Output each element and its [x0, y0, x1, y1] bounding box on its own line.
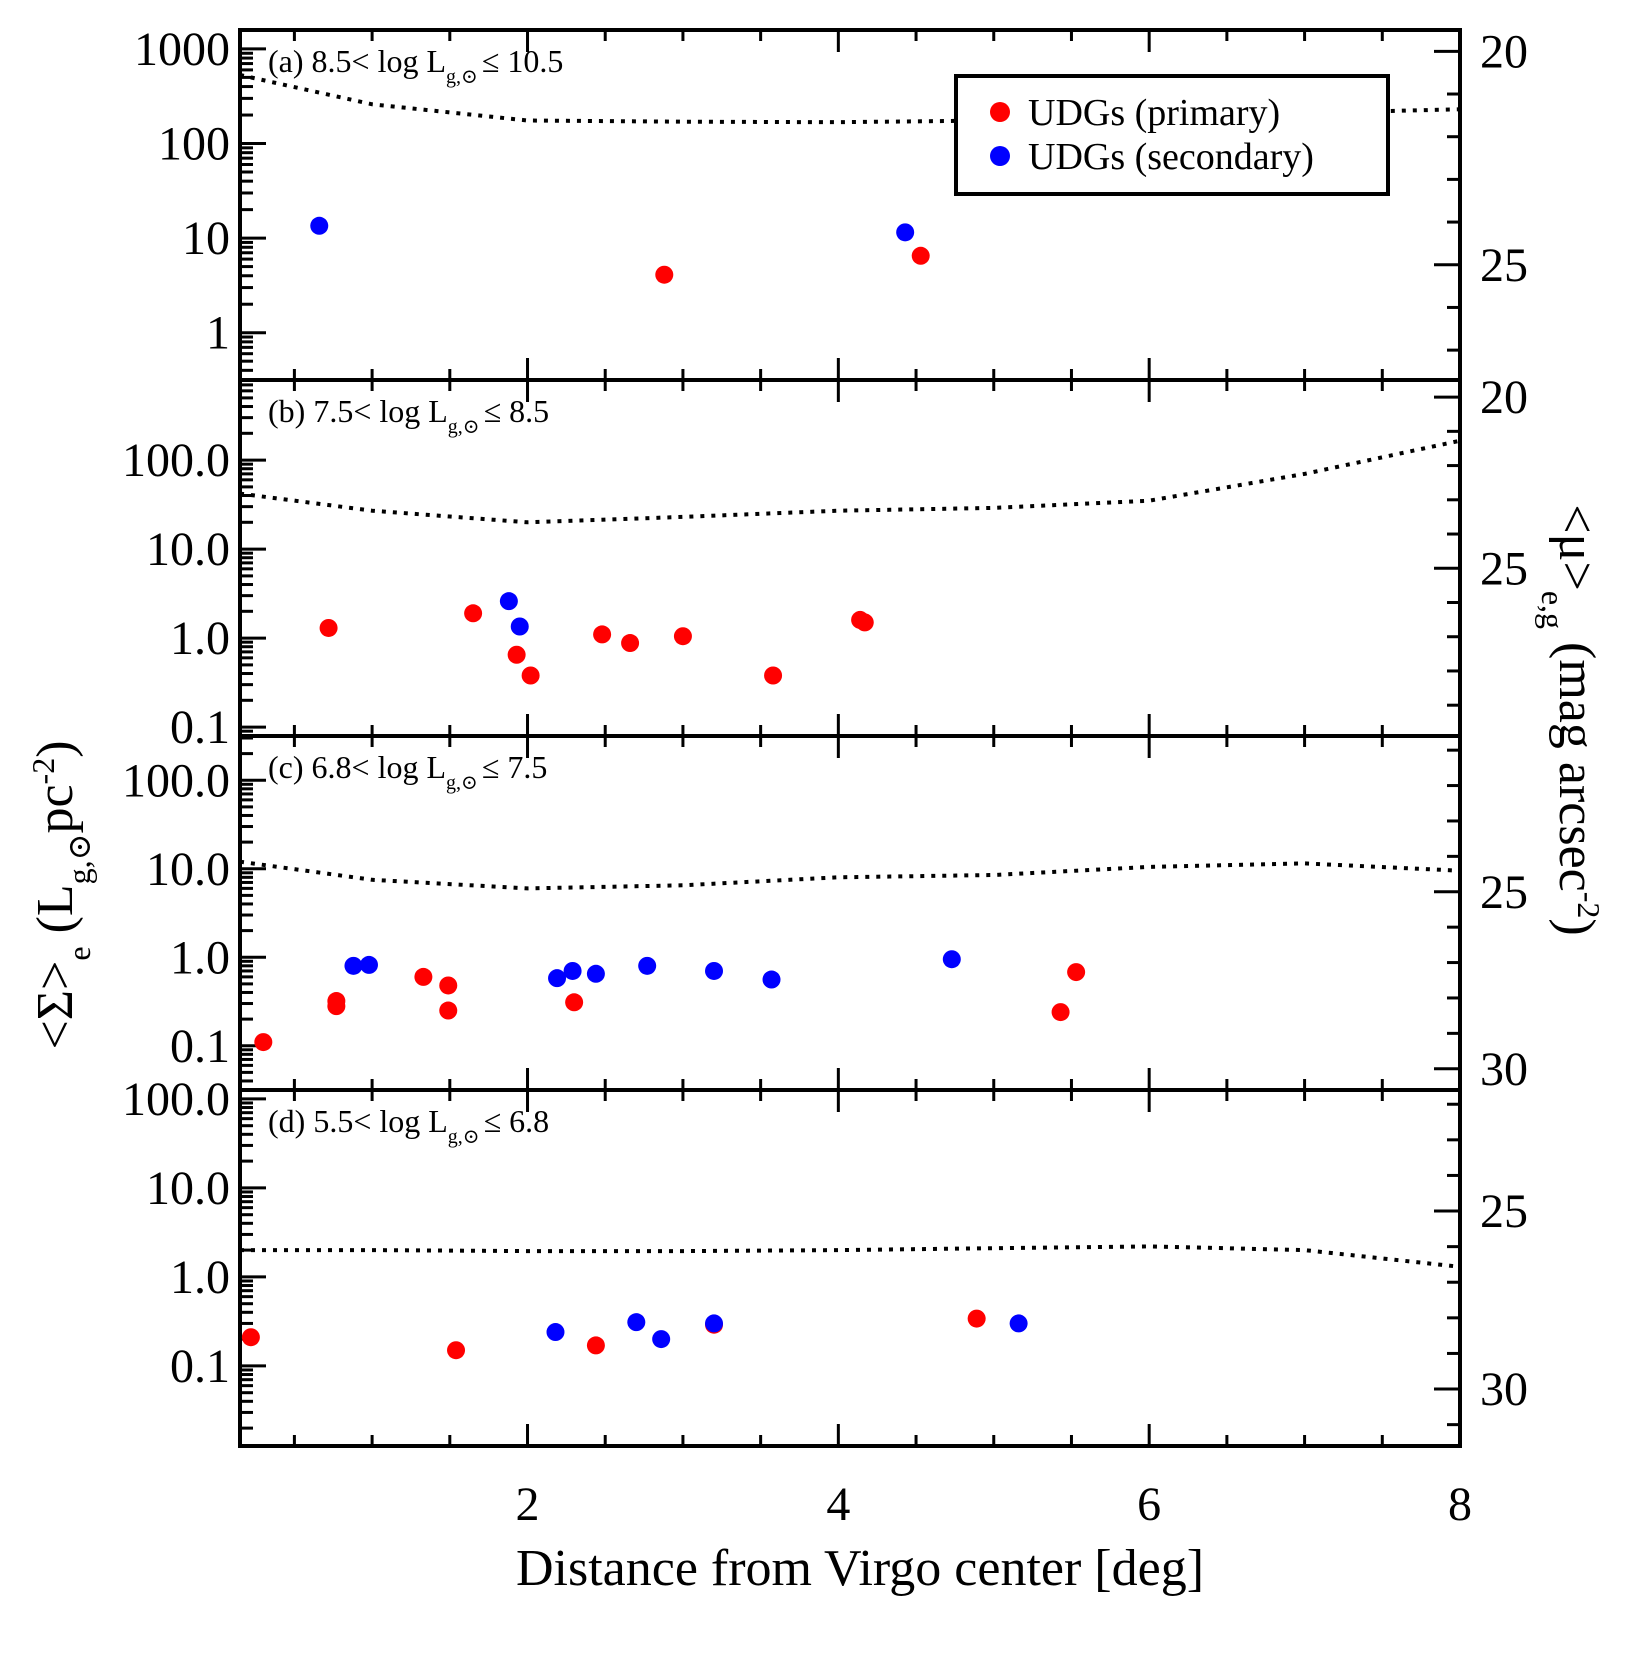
udg-secondary-point: [310, 216, 329, 235]
udg-secondary-point: [546, 1323, 565, 1342]
udg-primary-point: [414, 967, 433, 986]
x-tick-label: 4: [826, 1478, 850, 1531]
udg-primary-point: [1067, 963, 1086, 982]
y-axis-title-left: <Σ>e (Lg,⊙pc-2): [25, 740, 97, 1049]
model-curve-d: [240, 1244, 1461, 1269]
model-curve-a: [239, 73, 1461, 125]
udg-primary-point: [621, 634, 640, 653]
udg-secondary-point: [762, 970, 781, 989]
y-tick-label: 1000: [134, 23, 230, 76]
x-tick-label: 8: [1448, 1478, 1472, 1531]
udg-secondary-point: [510, 617, 529, 636]
udg-primary-point: [439, 1001, 458, 1020]
model-curve-c: [239, 859, 1461, 891]
udg-secondary-point: [627, 1313, 646, 1332]
y-tick-label: 10.0: [146, 523, 230, 576]
udg-secondary-point: [638, 956, 657, 975]
udg-secondary-point: [344, 956, 363, 975]
y-tick-label: 0.1: [170, 701, 230, 754]
legend-marker-0: [990, 102, 1010, 122]
y-tick-label: 10: [182, 212, 230, 265]
udg-primary-point: [327, 997, 346, 1016]
y-tick-label: 1.0: [170, 612, 230, 665]
udg-primary-point: [464, 604, 483, 623]
udg-primary-point: [967, 1309, 986, 1328]
udg-primary-point: [254, 1033, 273, 1052]
panel-b: 100.0 10.0 1.0 0.1 20 25 (b) 7.5< log Lg,⊙ ≤ 8.…: [122, 371, 1528, 754]
udg-secondary-point: [1009, 1314, 1028, 1333]
udg-secondary-point: [652, 1330, 671, 1349]
panel-label-b: (b) 7.5< log Lg,⊙ ≤ 8.5: [268, 393, 549, 438]
panel-frame-d: [238, 1088, 1462, 1448]
y-tick-label: 100.0: [122, 434, 230, 487]
udg-primary-point: [593, 625, 612, 644]
udg-secondary-point: [499, 592, 518, 611]
y-tick-label: 0.1: [170, 1340, 230, 1393]
udg-secondary-point: [548, 969, 567, 988]
udg-primary-point: [586, 1336, 605, 1355]
y-tick-label: 1.0: [170, 931, 230, 984]
udg-secondary-point: [563, 961, 582, 980]
udg-primary-point: [911, 246, 930, 265]
panel-label-a: (a) 8.5< log Lg,⊙ ≤ 10.5: [268, 43, 563, 88]
y-tick-label: 0.1: [170, 1020, 230, 1073]
udg-primary-point: [655, 265, 674, 284]
udg-secondary-point: [896, 223, 915, 242]
udg-primary-point: [521, 666, 540, 685]
y-tick-label: 10.0: [146, 1162, 230, 1215]
panels-group: 1000 100 10 1 20 25 (a) 8.5< log Lg,⊙ ≤ 10.5 100…: [122, 23, 1528, 1448]
x-tick-label: 2: [516, 1478, 540, 1531]
panel-label-d: (d) 5.5< log Lg,⊙ ≤ 6.8: [268, 1103, 549, 1148]
y-tick-label: 100.0: [122, 1073, 230, 1126]
right-tick-label: 20: [1480, 25, 1528, 78]
udg-primary-point: [1051, 1003, 1070, 1022]
panel-d: 100.0 10.0 1.0 0.1 25 30 (d) 5.5< log Lg,⊙ ≤ 6.…: [122, 1073, 1528, 1448]
udg-primary-point: [241, 1328, 260, 1347]
right-tick-label: 25: [1480, 542, 1528, 595]
udg-primary-point: [855, 613, 874, 632]
y-tick-label: 10.0: [146, 843, 230, 896]
panel-c: 100.0 10.0 1.0 0.1 25 30 (c) 6.8< log Lg,⊙ ≤ 7.…: [122, 734, 1528, 1096]
legend-label-0: UDGs (primary): [1028, 92, 1280, 134]
udg-secondary-point: [705, 961, 724, 980]
udg-secondary-point: [359, 955, 378, 974]
udg-primary-point: [764, 666, 783, 685]
right-tick-label: 25: [1480, 1185, 1528, 1238]
udg-primary-point: [439, 976, 458, 995]
udg-primary-point: [565, 993, 584, 1012]
legend-label-1: UDGs (secondary): [1028, 136, 1314, 178]
udg-secondary-point: [586, 964, 605, 983]
udg-primary-point: [673, 627, 692, 646]
right-tick-label: 25: [1480, 239, 1528, 292]
x-axis-title: Distance from Virgo center [deg]: [516, 1540, 1204, 1597]
y-tick-label: 1.0: [170, 1251, 230, 1304]
legend-box: [954, 74, 1390, 196]
y-tick-label: 100: [158, 118, 230, 171]
right-tick-label: 30: [1480, 1363, 1528, 1416]
y-tick-label: 1: [206, 307, 230, 360]
udg-primary-point: [447, 1341, 466, 1360]
y-axis-title-right: <μ>e,g (mag arcsec-2): [1535, 504, 1607, 935]
udg-secondary-point: [705, 1314, 724, 1333]
y-tick-label: 100.0: [122, 754, 230, 807]
right-tick-label: 25: [1480, 866, 1528, 919]
legend: UDGs (primary)UDGs (secondary): [954, 74, 1390, 196]
right-tick-label: 20: [1480, 371, 1528, 424]
panel-label-c: (c) 6.8< log Lg,⊙ ≤ 7.5: [268, 749, 547, 794]
right-tick-label: 30: [1480, 1043, 1528, 1096]
x-tick-label: 6: [1137, 1478, 1161, 1531]
udg-secondary-point: [942, 950, 961, 969]
udg-primary-point: [319, 618, 338, 637]
model-curve-b: [239, 438, 1461, 525]
panel-frame-b: [238, 378, 1462, 738]
udg-primary-point: [507, 645, 526, 664]
panel-frame-c: [238, 734, 1462, 1092]
legend-marker-1: [990, 146, 1010, 166]
